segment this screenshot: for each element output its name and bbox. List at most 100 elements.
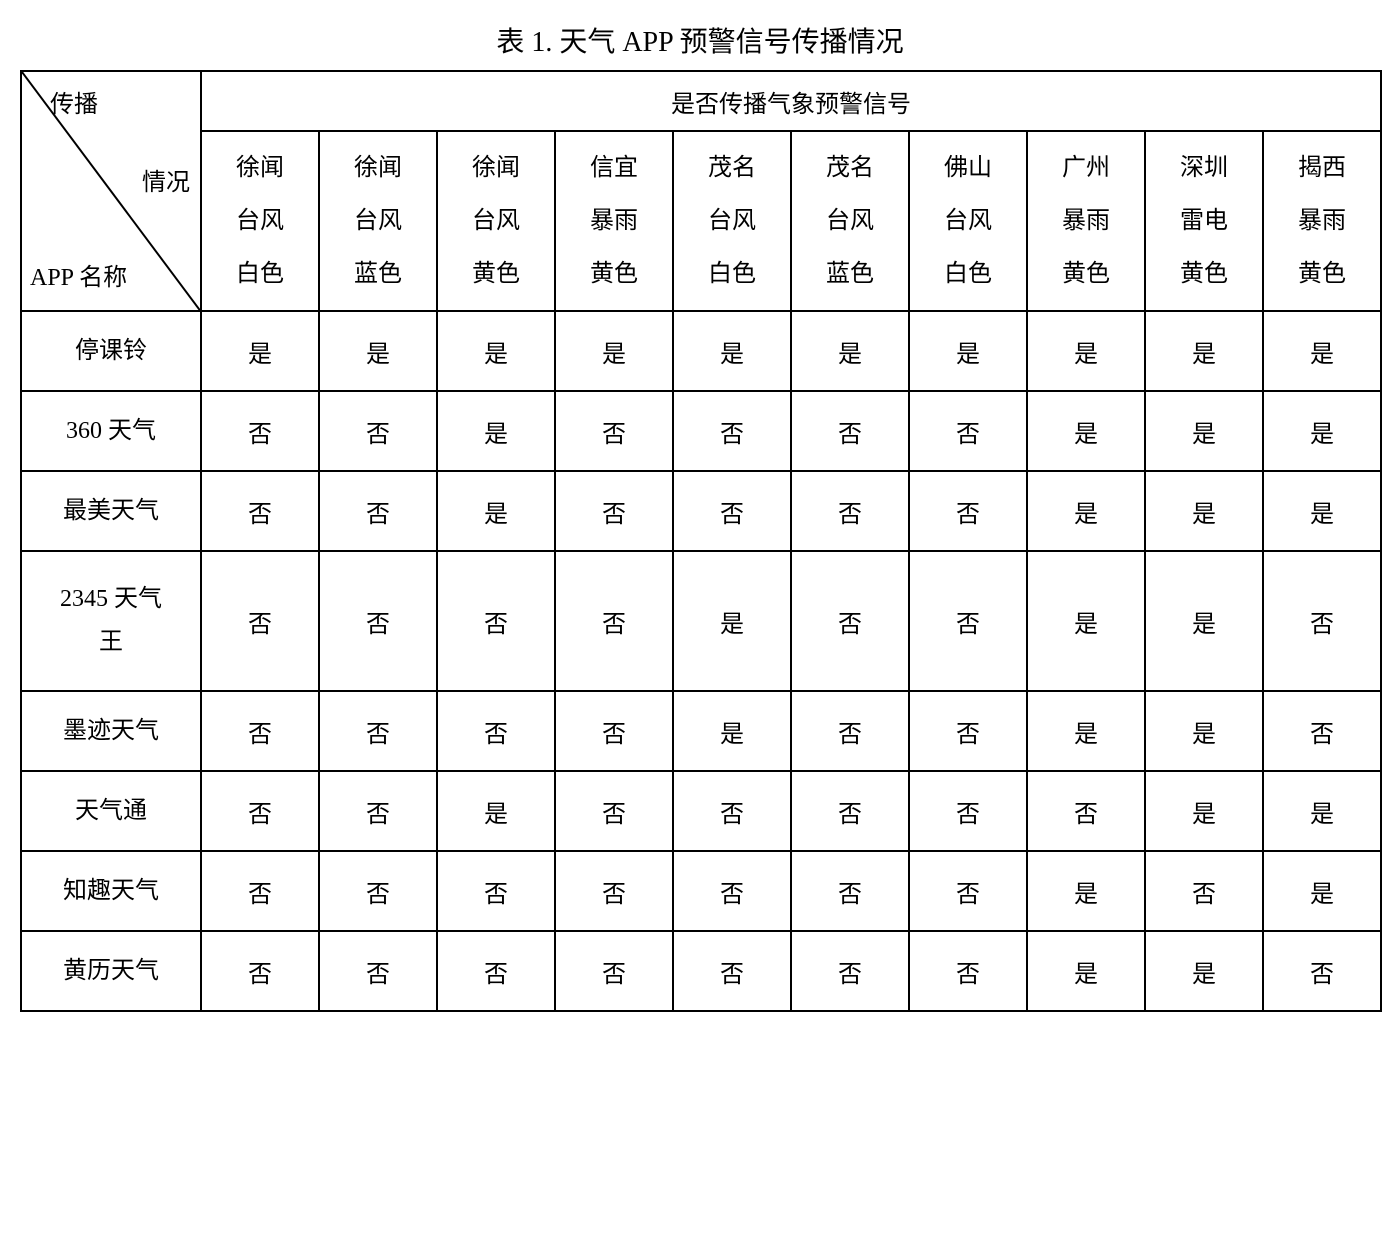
col-header-line1: 广州 bbox=[1062, 142, 1110, 195]
data-cell: 否 bbox=[909, 691, 1027, 771]
data-cell: 否 bbox=[437, 931, 555, 1011]
data-cell: 是 bbox=[437, 391, 555, 471]
app-name-cell: 黄历天气 bbox=[21, 931, 201, 1011]
data-cell: 是 bbox=[1027, 471, 1145, 551]
data-cell: 否 bbox=[909, 851, 1027, 931]
col-header-line2: 台风 bbox=[944, 195, 992, 248]
data-cell: 是 bbox=[1145, 311, 1263, 391]
data-cell: 否 bbox=[555, 691, 673, 771]
col-header-line3: 黄色 bbox=[590, 248, 638, 301]
table-row: 黄历天气否否否否否否否是是否 bbox=[21, 931, 1381, 1011]
data-cell: 否 bbox=[791, 851, 909, 931]
data-cell: 否 bbox=[555, 391, 673, 471]
app-name-cell: 2345 天气王 bbox=[21, 551, 201, 691]
col-header-line1: 茂名 bbox=[708, 142, 756, 195]
col-header-line2: 暴雨 bbox=[590, 195, 638, 248]
data-cell: 否 bbox=[201, 931, 319, 1011]
data-cell: 是 bbox=[673, 311, 791, 391]
data-cell: 否 bbox=[673, 471, 791, 551]
column-header: 徐闻台风蓝色 bbox=[319, 131, 437, 311]
column-header: 徐闻台风白色 bbox=[201, 131, 319, 311]
data-cell: 否 bbox=[555, 851, 673, 931]
table-row: 最美天气否否是否否否否是是是 bbox=[21, 471, 1381, 551]
data-cell: 是 bbox=[1145, 931, 1263, 1011]
data-cell: 是 bbox=[1263, 851, 1381, 931]
warning-signal-table: 传播 情况 APP 名称 是否传播气象预警信号 徐闻台风白色徐闻台风蓝色徐闻台风… bbox=[20, 70, 1382, 1012]
data-cell: 否 bbox=[319, 391, 437, 471]
data-cell: 是 bbox=[1145, 771, 1263, 851]
group-header: 是否传播气象预警信号 bbox=[201, 71, 1381, 131]
column-header: 深圳雷电黄色 bbox=[1145, 131, 1263, 311]
data-cell: 是 bbox=[1263, 311, 1381, 391]
data-cell: 否 bbox=[201, 391, 319, 471]
diag-label-top: 传播 bbox=[50, 84, 98, 119]
column-header-row: 徐闻台风白色徐闻台风蓝色徐闻台风黄色信宜暴雨黄色茂名台风白色茂名台风蓝色佛山台风… bbox=[21, 131, 1381, 311]
data-cell: 是 bbox=[1027, 311, 1145, 391]
data-cell: 否 bbox=[555, 551, 673, 691]
data-cell: 否 bbox=[555, 771, 673, 851]
col-header-line2: 台风 bbox=[472, 195, 520, 248]
data-cell: 是 bbox=[1027, 691, 1145, 771]
column-header: 揭西暴雨黄色 bbox=[1263, 131, 1381, 311]
data-cell: 否 bbox=[1145, 851, 1263, 931]
column-header: 广州暴雨黄色 bbox=[1027, 131, 1145, 311]
table-row: 停课铃是是是是是是是是是是 bbox=[21, 311, 1381, 391]
data-cell: 是 bbox=[1027, 931, 1145, 1011]
data-cell: 否 bbox=[437, 691, 555, 771]
col-header-line2: 暴雨 bbox=[1298, 195, 1346, 248]
app-name-cell: 360 天气 bbox=[21, 391, 201, 471]
col-header-line1: 徐闻 bbox=[236, 142, 284, 195]
col-header-line3: 白色 bbox=[236, 248, 284, 301]
app-name-cell: 天气通 bbox=[21, 771, 201, 851]
data-cell: 是 bbox=[1263, 391, 1381, 471]
data-cell: 是 bbox=[1027, 551, 1145, 691]
data-cell: 是 bbox=[1263, 471, 1381, 551]
column-header: 佛山台风白色 bbox=[909, 131, 1027, 311]
col-header-line1: 深圳 bbox=[1180, 142, 1228, 195]
data-cell: 否 bbox=[201, 851, 319, 931]
diag-label-bottom: APP 名称 bbox=[30, 257, 127, 292]
column-header: 茂名台风蓝色 bbox=[791, 131, 909, 311]
data-cell: 否 bbox=[1263, 691, 1381, 771]
col-header-line2: 雷电 bbox=[1180, 195, 1228, 248]
app-name-cell: 最美天气 bbox=[21, 471, 201, 551]
data-cell: 否 bbox=[555, 471, 673, 551]
data-cell: 否 bbox=[791, 551, 909, 691]
data-cell: 否 bbox=[1027, 771, 1145, 851]
data-cell: 是 bbox=[437, 471, 555, 551]
data-cell: 是 bbox=[555, 311, 673, 391]
column-header: 茂名台风白色 bbox=[673, 131, 791, 311]
data-cell: 否 bbox=[909, 771, 1027, 851]
data-cell: 是 bbox=[1263, 771, 1381, 851]
col-header-line1: 徐闻 bbox=[354, 142, 402, 195]
data-cell: 否 bbox=[437, 551, 555, 691]
col-header-line2: 台风 bbox=[826, 195, 874, 248]
col-header-line3: 黄色 bbox=[472, 248, 520, 301]
data-cell: 否 bbox=[437, 851, 555, 931]
data-cell: 是 bbox=[1145, 471, 1263, 551]
data-cell: 否 bbox=[791, 771, 909, 851]
col-header-line3: 黄色 bbox=[1062, 248, 1110, 301]
data-cell: 是 bbox=[909, 311, 1027, 391]
data-cell: 是 bbox=[437, 311, 555, 391]
data-cell: 是 bbox=[673, 551, 791, 691]
col-header-line1: 茂名 bbox=[826, 142, 874, 195]
col-header-line1: 信宜 bbox=[590, 142, 638, 195]
data-cell: 否 bbox=[673, 391, 791, 471]
data-cell: 是 bbox=[673, 691, 791, 771]
data-cell: 否 bbox=[791, 691, 909, 771]
table-row: 2345 天气王否否否否是否否是是否 bbox=[21, 551, 1381, 691]
data-cell: 否 bbox=[791, 931, 909, 1011]
table-title: 表 1. 天气 APP 预警信号传播情况 bbox=[20, 20, 1380, 60]
col-header-line3: 蓝色 bbox=[354, 248, 402, 301]
data-cell: 否 bbox=[791, 471, 909, 551]
col-header-line2: 台风 bbox=[708, 195, 756, 248]
data-cell: 否 bbox=[201, 771, 319, 851]
table-row: 天气通否否是否否否否否是是 bbox=[21, 771, 1381, 851]
data-cell: 否 bbox=[1263, 551, 1381, 691]
data-cell: 否 bbox=[319, 551, 437, 691]
data-cell: 否 bbox=[319, 931, 437, 1011]
diag-label-mid: 情况 bbox=[142, 162, 190, 197]
data-cell: 否 bbox=[1263, 931, 1381, 1011]
data-cell: 否 bbox=[201, 691, 319, 771]
